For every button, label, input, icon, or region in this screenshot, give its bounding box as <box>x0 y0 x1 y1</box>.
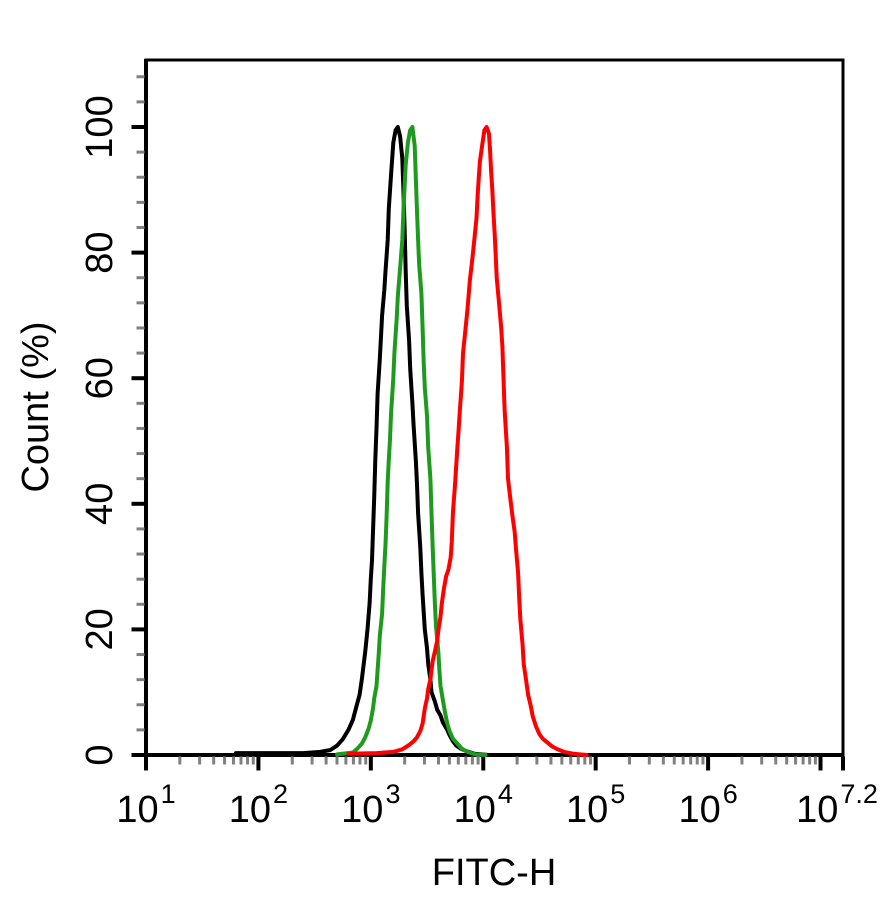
y-tick-label: 0 <box>79 744 121 765</box>
x-tick-base: 10 <box>116 789 158 831</box>
x-tick-exponent: 1 <box>161 779 176 809</box>
plot-frame <box>144 58 845 757</box>
histogram-curve-green <box>335 125 488 757</box>
y-tick-label: 40 <box>79 483 121 525</box>
x-tick-label: 106 <box>678 779 737 831</box>
x-tick-exponent: 7.2 <box>840 779 878 809</box>
histogram-curve-red <box>346 125 589 757</box>
axis-ticks-layer <box>131 75 845 771</box>
y-tick-label: 60 <box>79 357 121 399</box>
y-axis-title: Count (%) <box>15 321 57 492</box>
y-tick-label: 20 <box>79 608 121 650</box>
x-tick-base: 10 <box>678 789 720 831</box>
histogram-curve-black <box>233 125 491 757</box>
x-tick-base: 10 <box>796 789 838 831</box>
y-tick-label: 100 <box>79 95 121 158</box>
x-tick-exponent: 6 <box>723 779 738 809</box>
x-tick-label: 101 <box>116 779 175 831</box>
y-tick-label: 80 <box>79 231 121 273</box>
x-tick-exponent: 2 <box>273 779 288 809</box>
x-tick-exponent: 5 <box>610 779 625 809</box>
curves-layer <box>233 125 589 757</box>
x-tick-label: 107.2 <box>796 779 878 831</box>
x-tick-label: 103 <box>341 779 400 831</box>
x-tick-label: 104 <box>454 779 513 831</box>
x-tick-label: 102 <box>229 779 288 831</box>
x-tick-base: 10 <box>454 789 496 831</box>
x-tick-base: 10 <box>566 789 608 831</box>
x-axis-title: FITC-H <box>432 852 557 894</box>
x-tick-label: 105 <box>566 779 625 831</box>
x-tick-exponent: 3 <box>385 779 400 809</box>
plot-frame-box <box>144 58 845 757</box>
x-tick-base: 10 <box>341 789 383 831</box>
x-tick-exponent: 4 <box>498 779 513 809</box>
x-tick-base: 10 <box>229 789 271 831</box>
